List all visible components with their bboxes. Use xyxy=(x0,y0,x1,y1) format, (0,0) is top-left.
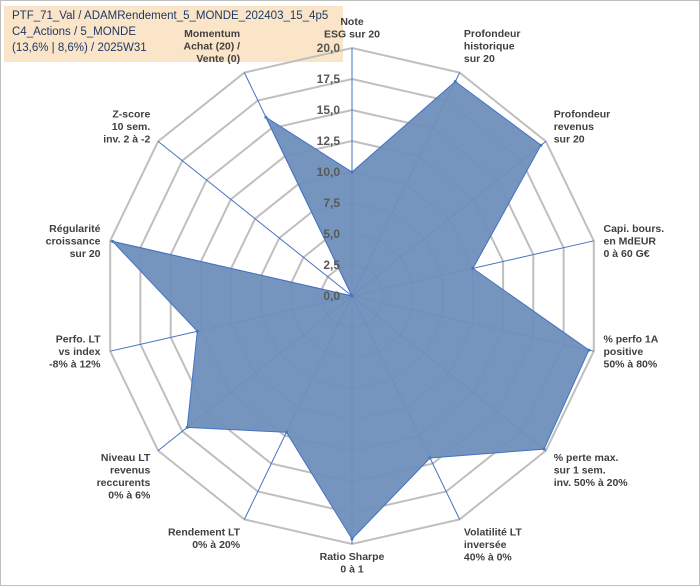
axis-label-line: revenus xyxy=(110,464,150,476)
axis-label: Niveau LT revenus reccurents 0% à 6% xyxy=(97,452,151,502)
header-stats-line: (13,6% | 8,6%) / 2025W31 xyxy=(12,42,147,54)
header-category-line: C4_Actions / 5_MONDE xyxy=(12,26,136,38)
tick-label: 0,0 xyxy=(323,289,340,303)
tick-label: 15,0 xyxy=(317,103,341,117)
series-point xyxy=(587,348,591,352)
series-point xyxy=(428,456,432,460)
axis-label-line: Note xyxy=(340,16,363,28)
axis-label-line: croissance xyxy=(46,236,101,248)
axis-label-line: Achat (20) / xyxy=(183,41,240,53)
axis-label-line: Capi. bours. xyxy=(604,223,665,235)
axis-label: Note ESG sur 20 xyxy=(324,16,380,41)
tick-label: 7,5 xyxy=(323,196,340,210)
axis-label-line: vs index xyxy=(58,346,100,358)
axis-label-line: sur 20 xyxy=(554,134,585,146)
series-point xyxy=(185,425,189,429)
axis-label: % perfo 1A positive 50% à 80% xyxy=(604,333,659,370)
radar-series xyxy=(111,80,591,541)
axis-label-line: Profondeur xyxy=(464,28,521,40)
axis-label-line: ESG sur 20 xyxy=(324,29,380,41)
axis-label: Capi. bours. en MdEUR 0 à 60 G€ xyxy=(604,223,665,260)
radar-axis-labels: Note ESG sur 20 Profondeur historique sur 20… xyxy=(46,16,665,576)
axis-label-line: 40% à 0% xyxy=(464,551,513,563)
axis-label-line: 0% à 20% xyxy=(192,539,241,551)
tick-label: 5,0 xyxy=(323,227,340,241)
axis-label-line: Vente (0) xyxy=(196,53,240,65)
tick-label: 20,0 xyxy=(317,41,341,55)
axis-label-line: 10 sem. xyxy=(112,121,151,133)
axis-label: Profondeur historique sur 20 xyxy=(464,28,521,65)
axis-label-line: historique xyxy=(464,41,515,53)
series-point xyxy=(195,329,199,333)
axis-label-line: Régularité xyxy=(49,223,101,235)
radar-tick-labels: 0,0 2,5 5,0 7,5 10,0 12,5 15,0 17,5 20,0 xyxy=(317,41,341,303)
axis-label-line: Profondeur xyxy=(554,109,611,121)
tick-label: 17,5 xyxy=(317,72,341,86)
axis-label: Ratio Sharpe 0 à 1 xyxy=(320,551,385,576)
axis-label-line: -8% à 12% xyxy=(49,358,101,370)
header-portfolio-line: PTF_71_Val / ADAMRendement_5_MONDE_20240… xyxy=(12,10,329,22)
series-point xyxy=(350,294,354,298)
axis-label-line: 0 à 60 G€ xyxy=(604,248,650,260)
chart-header: PTF_71_Val / ADAMRendement_5_MONDE_20240… xyxy=(4,6,343,62)
axis-spoke xyxy=(157,141,353,297)
axis-label-line: Rendement LT xyxy=(168,526,241,538)
axis-label-line: sur 20 xyxy=(464,53,495,65)
axis-label-line: Volatilité LT xyxy=(464,526,523,538)
series-point xyxy=(350,537,354,541)
axis-label: Perfo. LT vs index -8% à 12% xyxy=(49,333,101,370)
axis-label-line: 50% à 80% xyxy=(604,358,658,370)
series-point xyxy=(111,239,115,243)
axis-label-line: Niveau LT xyxy=(101,452,151,464)
axis-label: Régularité croissance sur 20 xyxy=(46,223,101,260)
axis-label: Momentum Achat (20) / Vente (0) xyxy=(183,28,240,65)
axis-label-line: Momentum xyxy=(184,28,240,40)
axis-label-line: inversée xyxy=(464,539,507,551)
axis-label: Z-score 10 sem. inv. 2 à -2 xyxy=(103,109,150,146)
axis-label-line: inv. 50% à 20% xyxy=(554,477,629,489)
axis-label-line: reccurents xyxy=(97,477,151,489)
axis-label-line: en MdEUR xyxy=(604,236,657,248)
tick-label: 10,0 xyxy=(317,165,341,179)
series-point xyxy=(264,115,268,119)
series-point xyxy=(284,430,288,434)
axis-label-line: Perfo. LT xyxy=(56,333,101,345)
axis-label: Rendement LT 0% à 20% xyxy=(168,526,241,551)
series-point xyxy=(542,447,546,451)
axis-label-line: % perte max. xyxy=(554,452,619,464)
axis-label: Volatilité LT inversée 40% à 0% xyxy=(464,526,523,563)
axis-label-line: 0 à 1 xyxy=(340,564,364,576)
axis-label-line: revenus xyxy=(554,121,594,133)
axis-label-line: Z-score xyxy=(112,109,150,121)
series-point xyxy=(350,170,354,174)
axis-label: Profondeur revenus sur 20 xyxy=(554,109,611,146)
axis-label-line: 0% à 6% xyxy=(108,489,151,501)
axis-label: % perte max. sur 1 sem. inv. 50% à 20% xyxy=(554,452,629,489)
tick-label: 12,5 xyxy=(317,134,341,148)
axis-label-line: % perfo 1A xyxy=(604,333,659,345)
axis-label-line: inv. 2 à -2 xyxy=(103,134,150,146)
axis-label-line: positive xyxy=(604,346,644,358)
series-point xyxy=(539,143,543,147)
axis-label-line: sur 20 xyxy=(70,248,101,260)
tick-label: 2,5 xyxy=(323,258,340,272)
series-point xyxy=(453,80,457,83)
axis-label-line: Ratio Sharpe xyxy=(320,551,385,563)
axis-label-line: sur 1 sem. xyxy=(554,464,606,476)
series-point xyxy=(471,266,475,270)
